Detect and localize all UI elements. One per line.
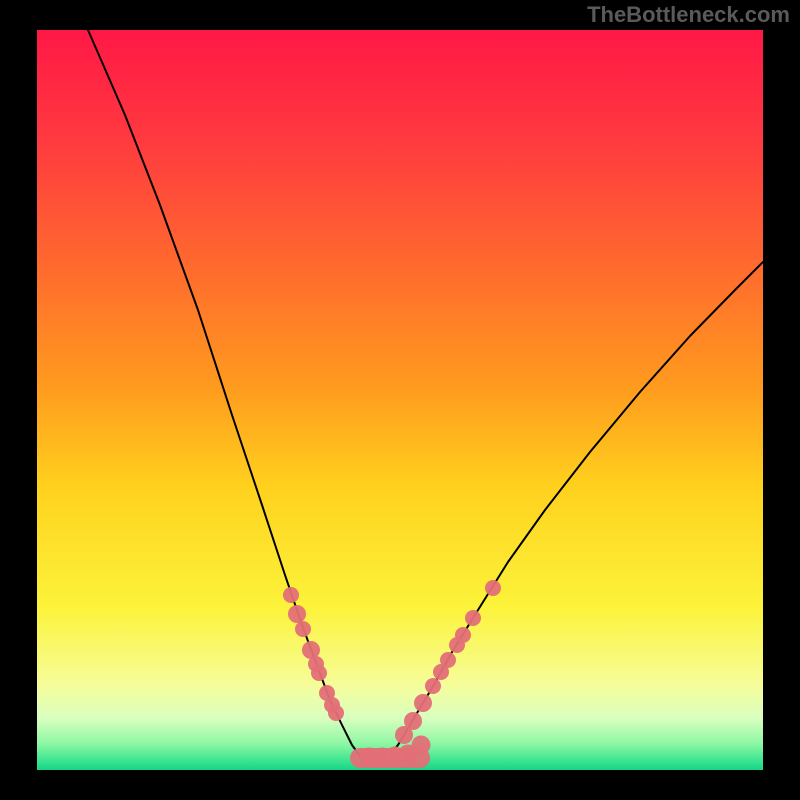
data-marker [425, 678, 441, 694]
watermark-label: TheBottleneck.com [587, 2, 790, 28]
data-marker [288, 605, 306, 623]
data-marker [295, 621, 311, 637]
data-marker [485, 580, 501, 596]
bottleneck-chart [0, 0, 800, 800]
data-marker [440, 652, 456, 668]
data-marker [328, 705, 344, 721]
data-marker [311, 665, 327, 681]
data-marker [465, 610, 481, 626]
data-marker [455, 627, 471, 643]
data-marker [412, 736, 431, 755]
data-marker [404, 712, 422, 730]
data-marker [414, 694, 432, 712]
plot-background [37, 30, 763, 770]
data-marker [283, 587, 299, 603]
